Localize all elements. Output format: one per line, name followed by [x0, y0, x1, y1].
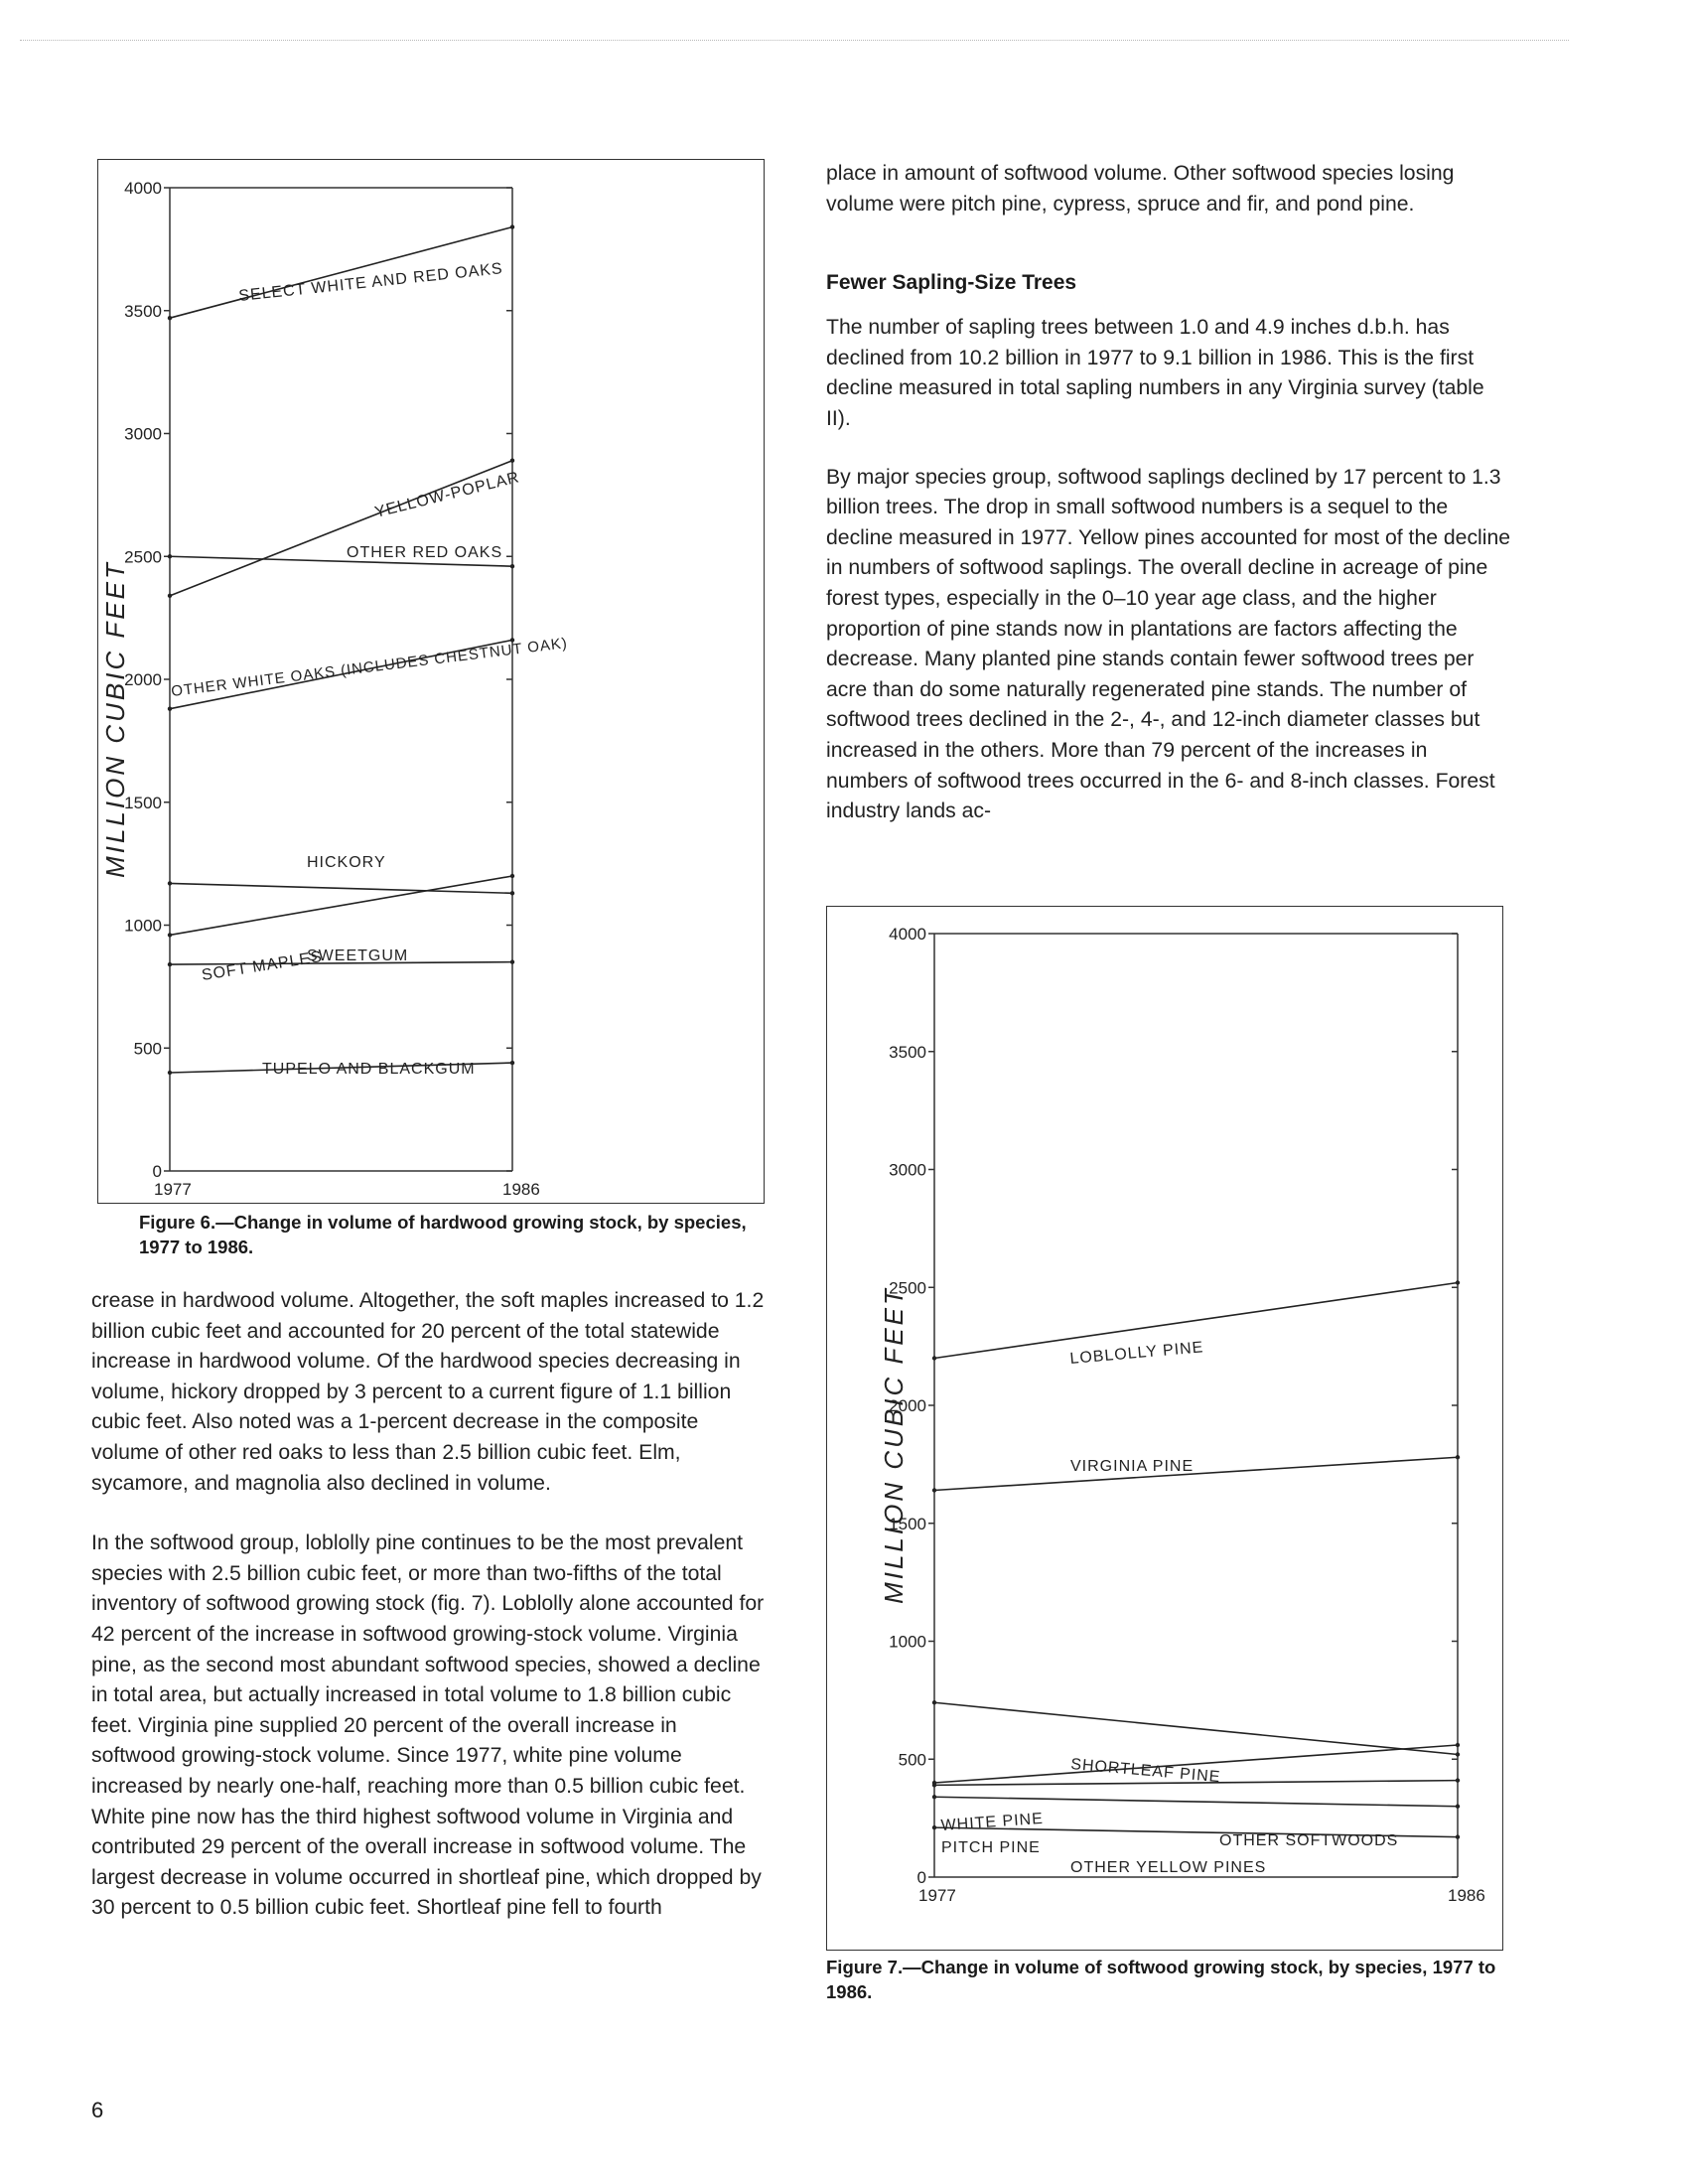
fig6-xtick-label: 1986	[502, 1180, 540, 1199]
fig7-ytick-label: 2000	[889, 1396, 926, 1415]
fig6-ytick-label: 2500	[124, 547, 162, 566]
fig7-ytick-label: 1000	[889, 1633, 926, 1652]
fig6-series-point	[167, 706, 173, 711]
fig7-ytick-label: 4000	[889, 925, 926, 944]
fig6-series-line	[169, 639, 513, 710]
fig6-y-axis-title: MILLION CUBIC FEET	[100, 560, 130, 878]
fig6-series-line	[169, 875, 513, 937]
fig6-series-line	[169, 1062, 513, 1074]
fig7-ytick-label: 3000	[889, 1161, 926, 1180]
fig6-series-point	[167, 933, 173, 938]
fig6-ytick-label: 1500	[124, 794, 162, 812]
fig6-series-label: SELECT WHITE AND RED OAKS	[238, 260, 504, 305]
fig7-ytick-label: 0	[917, 1868, 926, 1887]
fig6-ytick-label: 4000	[124, 179, 162, 198]
fig7-series-point	[1455, 1834, 1461, 1839]
fig7-series-point	[931, 1783, 937, 1788]
fig7-series-point	[1455, 1804, 1461, 1809]
fig6-ytick-label: 0	[153, 1162, 162, 1181]
figure-7-chart-frame: 0 500 1000 1500 2000 2500 3000 3500 4000 1977 1986…	[826, 906, 1503, 1951]
fig7-xtick-label: 1977	[918, 1886, 956, 1905]
fig7-series-line	[933, 1744, 1459, 1784]
fig6-series-point	[509, 563, 515, 569]
fig6-ytick-label: 2000	[124, 670, 162, 689]
fig6-series-line	[169, 555, 513, 567]
figure-6-chart: 0 500 1000 1500 2000 2500 3000 3500 4000 1977 1986…	[100, 179, 569, 1199]
fig7-series-point	[931, 1795, 937, 1800]
fig7-series-point	[1455, 1742, 1461, 1748]
fig6-series-label: TUPELO AND BLACKGUM	[262, 1061, 476, 1078]
fig7-series-line	[933, 1779, 1459, 1787]
fig6-series-point	[509, 1060, 515, 1066]
fig7-series-label: VIRGINIA PINE	[1070, 1458, 1194, 1475]
fig6-series-point	[167, 593, 173, 599]
fig7-series-line	[933, 1456, 1459, 1492]
right-paragraph-2: By major species group, softwood sapling…	[826, 465, 1511, 823]
fig6-ytick-label: 3000	[124, 425, 162, 444]
fig6-series-point	[509, 638, 515, 643]
figure-7-chart: 0 500 1000 1500 2000 2500 3000 3500 4000 1977 1986…	[879, 925, 1485, 1905]
left-paragraph-1: crease in hardwood volume. Altogether, t…	[91, 1289, 765, 1495]
fig7-series-label: LOBLOLLY PINE	[1069, 1339, 1204, 1368]
figure-7-caption: Figure 7.—Change in volume of softwood g…	[826, 1957, 1496, 2002]
fig7-series-point	[931, 1356, 937, 1361]
fig7-series-point	[931, 1700, 937, 1705]
fig7-series-point	[931, 1824, 937, 1830]
fig7-series-point	[1455, 1280, 1461, 1285]
fig6-xtick-label: 1977	[154, 1180, 192, 1199]
fig7-series-point	[931, 1488, 937, 1493]
fig7-ytick-label: 3500	[889, 1043, 926, 1062]
fig6-series-label: HICKORY	[307, 854, 386, 871]
section-subhead: Fewer Sapling-Size Trees	[826, 271, 1077, 295]
fig7-series-point	[1455, 1778, 1461, 1783]
fig7-xtick-label: 1986	[1448, 1886, 1485, 1905]
fig7-y-axis-title: MILLION CUBIC FEET	[879, 1286, 909, 1604]
fig6-series-line	[169, 459, 513, 597]
fig6-series-point	[167, 961, 173, 967]
fig6-series-point	[167, 1070, 173, 1076]
scan-artifact-line	[20, 40, 1569, 41]
fig6-ytick-label: 1000	[124, 917, 162, 936]
fig7-series-line	[933, 1826, 1459, 1838]
fig7-series-line	[933, 1281, 1459, 1360]
fig7-series-point	[1455, 1752, 1461, 1757]
fig6-ytick-label: 3500	[124, 302, 162, 321]
figure-6-caption: Figure 6.—Change in volume of hardwood g…	[139, 1212, 747, 1257]
fig6-series-point	[167, 554, 173, 559]
fig7-series-label: OTHER SOFTWOODS	[1219, 1832, 1398, 1849]
fig7-series-label: OTHER YELLOW PINES	[1070, 1859, 1266, 1876]
fig6-series-label: YELLOW-POPLAR	[373, 469, 521, 521]
fig6-series-line	[169, 960, 513, 965]
fig7-series-line	[933, 1796, 1459, 1808]
fig6-series-point	[509, 959, 515, 964]
fig6-series-label: SOFT MAPLES	[201, 948, 324, 984]
fig6-series-point	[509, 224, 515, 229]
fig7-series-label: WHITE PINE	[940, 1811, 1044, 1834]
fig6-series-label: OTHER RED OAKS	[347, 544, 502, 561]
fig7-series-label: PITCH PINE	[941, 1839, 1041, 1856]
fig7-ytick-label: 500	[899, 1750, 926, 1769]
fig6-series-point	[509, 891, 515, 896]
fig7-ytick-label: 2500	[889, 1278, 926, 1297]
left-paragraph-2: In the softwood group, loblolly pine con…	[91, 1531, 765, 1920]
fig6-series-label: SWEETGUM	[307, 947, 408, 964]
fig6-series-line	[169, 225, 513, 319]
fig6-series-point	[509, 458, 515, 463]
fig7-series-line	[933, 1701, 1459, 1756]
figure-6-chart-frame: 0 500 1000 1500 2000 2500 3000 3500 4000 1977 1986…	[97, 159, 765, 1204]
fig7-series-point	[1455, 1455, 1461, 1460]
right-paragraph-1: The number of sapling trees between 1.0 …	[826, 316, 1484, 430]
fig6-series-point	[509, 873, 515, 879]
fig6-series-point	[167, 315, 173, 321]
fig6-series-label: OTHER WHITE OAKS (INCLUDES CHESTNUT OAK)	[170, 635, 568, 700]
fig6-ytick-label: 500	[134, 1039, 162, 1058]
right-paragraph-top: place in amount of softwood volume. Othe…	[826, 162, 1455, 216]
fig6-series-line	[169, 882, 513, 895]
fig6-series-point	[167, 881, 173, 886]
fig7-ytick-label: 1500	[889, 1515, 926, 1533]
page-number: 6	[91, 2098, 104, 2122]
